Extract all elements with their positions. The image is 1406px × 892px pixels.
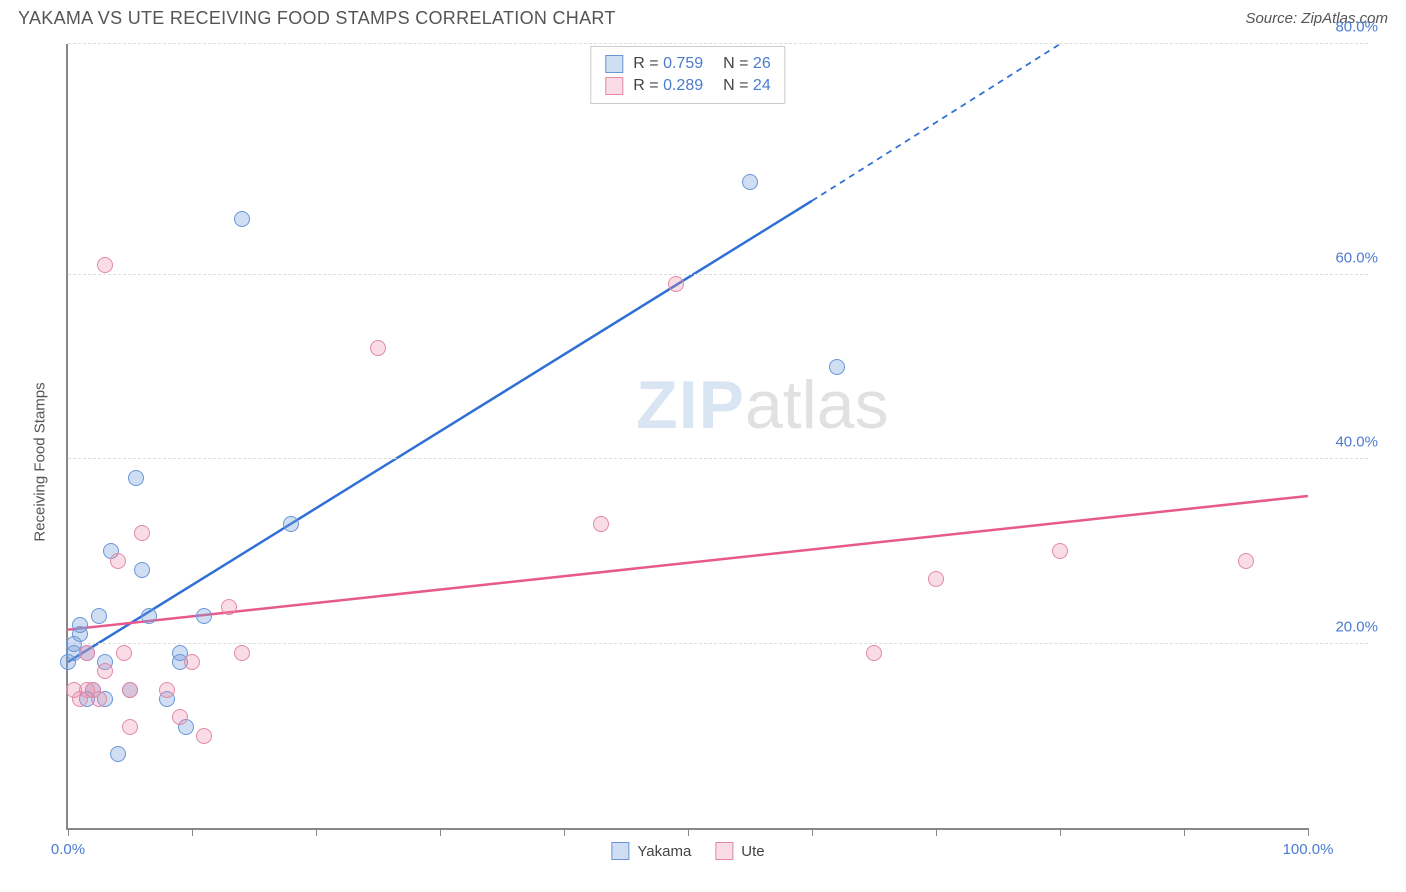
data-point xyxy=(91,608,107,624)
gridline-h xyxy=(68,458,1368,459)
data-point xyxy=(370,340,386,356)
x-tick xyxy=(68,828,69,836)
data-point xyxy=(221,599,237,615)
correlation-legend: R = 0.759 N = 26 R = 0.289 N = 24 xyxy=(590,46,785,104)
data-point xyxy=(184,654,200,670)
data-point xyxy=(866,645,882,661)
y-tick-label: 20.0% xyxy=(1318,618,1378,635)
x-tick xyxy=(564,828,565,836)
data-point xyxy=(159,682,175,698)
legend-label: Yakama xyxy=(637,843,691,860)
correlation-n: N = 24 xyxy=(723,77,771,95)
x-tick xyxy=(192,828,193,836)
data-point xyxy=(593,516,609,532)
data-point xyxy=(134,562,150,578)
data-point xyxy=(110,553,126,569)
x-tick xyxy=(688,828,689,836)
legend-swatch xyxy=(605,77,623,95)
watermark-atlas: atlas xyxy=(745,367,889,443)
correlation-r: R = 0.759 xyxy=(633,55,703,73)
trend-lines xyxy=(68,44,1308,828)
data-point xyxy=(110,746,126,762)
x-tick-label: 0.0% xyxy=(51,841,85,858)
gridline-h xyxy=(68,43,1368,44)
x-tick xyxy=(936,828,937,836)
data-point xyxy=(196,608,212,624)
x-tick-label: 100.0% xyxy=(1283,841,1334,858)
trend-line xyxy=(68,201,812,662)
data-point xyxy=(97,257,113,273)
trend-line xyxy=(68,496,1308,630)
data-point xyxy=(928,571,944,587)
y-axis-title: Receiving Food Stamps xyxy=(32,382,49,541)
gridline-h xyxy=(68,274,1368,275)
data-point xyxy=(829,359,845,375)
data-point xyxy=(134,525,150,541)
legend-swatch xyxy=(715,842,733,860)
data-point xyxy=(72,617,88,633)
chart-title: YAKAMA VS UTE RECEIVING FOOD STAMPS CORR… xyxy=(18,8,616,29)
x-tick xyxy=(812,828,813,836)
data-point xyxy=(283,516,299,532)
chart-header: YAKAMA VS UTE RECEIVING FOOD STAMPS CORR… xyxy=(0,0,1406,35)
correlation-n: N = 26 xyxy=(723,55,771,73)
data-point xyxy=(1052,543,1068,559)
gridline-h xyxy=(68,643,1368,644)
x-tick xyxy=(316,828,317,836)
watermark: ZIPatlas xyxy=(636,366,888,444)
correlation-r: R = 0.289 xyxy=(633,77,703,95)
trend-line xyxy=(812,44,1060,201)
y-tick-label: 80.0% xyxy=(1318,19,1378,36)
data-point xyxy=(141,608,157,624)
data-point xyxy=(91,691,107,707)
data-point xyxy=(234,645,250,661)
y-tick-label: 60.0% xyxy=(1318,249,1378,266)
data-point xyxy=(122,682,138,698)
series-legend: Yakama Ute xyxy=(611,842,764,860)
x-tick xyxy=(1308,828,1309,836)
chart-area: Receiving Food Stamps ZIPatlas R = 0.759… xyxy=(18,44,1388,880)
watermark-zip: ZIP xyxy=(636,367,745,443)
data-point xyxy=(122,719,138,735)
legend-item: Ute xyxy=(715,842,764,860)
x-tick xyxy=(440,828,441,836)
data-point xyxy=(172,709,188,725)
legend-swatch xyxy=(611,842,629,860)
data-point xyxy=(79,645,95,661)
data-point xyxy=(1238,553,1254,569)
data-point xyxy=(668,276,684,292)
correlation-row: R = 0.759 N = 26 xyxy=(605,53,770,75)
x-tick xyxy=(1184,828,1185,836)
y-tick-label: 40.0% xyxy=(1318,434,1378,451)
data-point xyxy=(196,728,212,744)
data-point xyxy=(234,211,250,227)
data-point xyxy=(128,470,144,486)
correlation-row: R = 0.289 N = 24 xyxy=(605,75,770,97)
data-point xyxy=(116,645,132,661)
data-point xyxy=(742,174,758,190)
plot-region: ZIPatlas R = 0.759N = 26R = 0.289N = 24 … xyxy=(66,44,1308,830)
data-point xyxy=(97,663,113,679)
legend-label: Ute xyxy=(741,843,764,860)
legend-item: Yakama xyxy=(611,842,691,860)
legend-swatch xyxy=(605,55,623,73)
x-tick xyxy=(1060,828,1061,836)
